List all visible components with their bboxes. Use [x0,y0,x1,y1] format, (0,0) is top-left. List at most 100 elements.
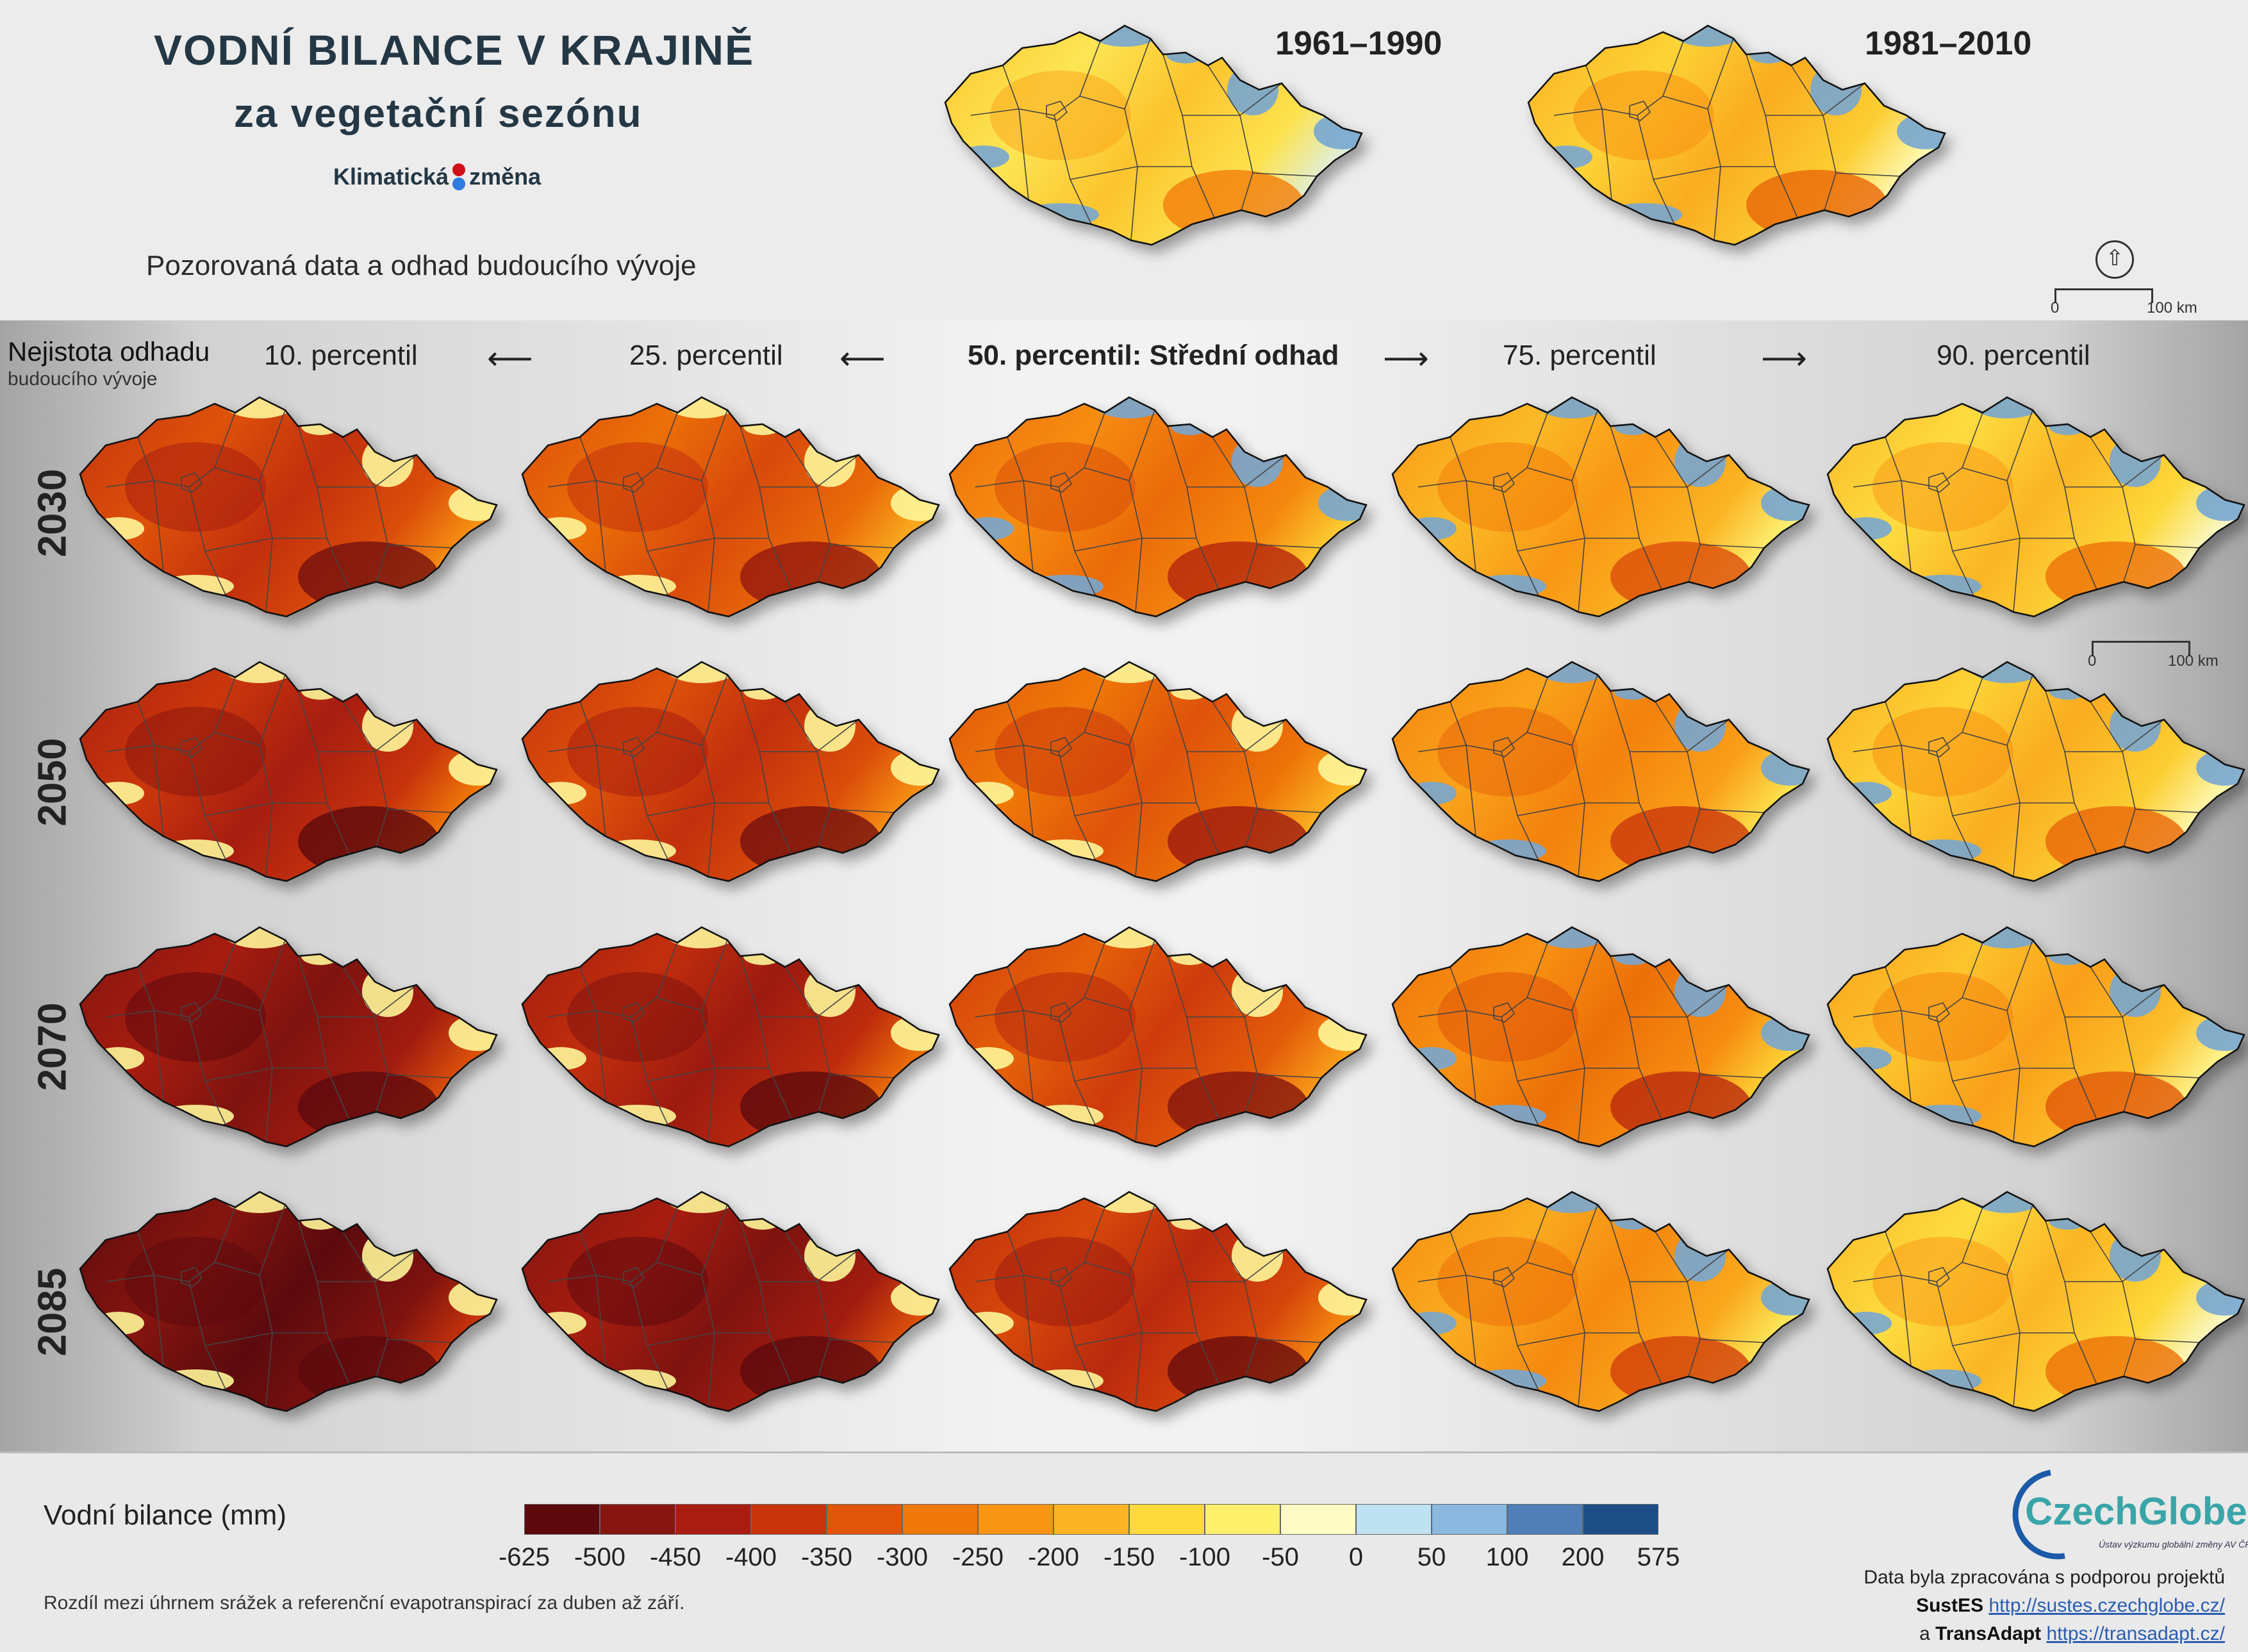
map-2085-p90 [1815,1185,2248,1416]
region-border [1653,166,1798,219]
wet-area [1541,145,1592,169]
region-border [105,1275,154,1282]
prague-border [1050,737,1073,757]
region-border [970,108,1020,116]
region-border [1517,538,1662,590]
country-outline [79,396,498,618]
legend-tick-label: -200 [1027,1543,1080,1571]
region-border [2135,1339,2200,1343]
legend-tick-label: -50 [1262,1543,1299,1571]
legend-swatch [600,1504,675,1535]
arrow-right-icon: ⟶ [1761,340,1807,376]
dry-hotspot [740,806,881,877]
wet-area [1840,782,1892,805]
wet-area [1405,1312,1457,1335]
map-2085-p75-svg [1391,1191,1810,1412]
scale-end-top: 100 km [2147,299,2197,317]
region-border [1023,480,1034,572]
map-2030-p75 [1380,391,1822,622]
prague-border [1928,1267,1951,1287]
map-2030-p50 [937,391,1379,622]
country-outline [521,1191,940,1412]
legend-title: Vodní bilance (mm) [44,1499,287,1531]
region-border [2090,1231,2123,1282]
region-border [2135,544,2200,549]
region-border [1212,436,1245,488]
region-border [647,802,792,855]
dry-hotspot [298,806,439,877]
region-border [547,745,597,752]
country-outline [948,661,1368,882]
transadapt-link[interactable]: https://transadapt.cz/ [2046,1623,2225,1644]
prague-border [181,1002,203,1023]
legend-note: Rozdíl mezi úhrnem srážek a referenční e… [44,1592,685,1614]
legend-swatch [1129,1504,1205,1535]
sustes-link[interactable]: http://sustes.czechglobe.cz/ [1988,1595,2225,1616]
dry-hotspot [990,70,1131,160]
map-2070-p50-svg [948,926,1368,1148]
region-border [342,1231,376,1282]
map-2030-p25-svg [521,396,940,618]
region-border [1212,701,1245,752]
region-border [105,1010,154,1018]
main-title: VODNÍ BILANCE V KRAJINĚ [154,26,755,74]
arrow-left-icon: ⟵ [487,340,533,376]
region-border [1952,1068,2097,1120]
region-border [1070,166,1215,219]
wet-area [1897,113,1945,149]
region-border [2090,701,2123,752]
wet-area [1405,517,1457,540]
legend-tick-label: -250 [952,1543,1004,1571]
legend-tick-label: 0 [1348,1543,1364,1571]
prague-border [1928,1002,1951,1023]
region-border [1517,1332,1662,1385]
region-border [1699,1339,1765,1343]
region-border [829,1339,895,1343]
map-2070-p10 [67,921,509,1152]
region-border [1212,966,1245,1018]
country-outline [1527,24,1946,246]
dry-hotspot [1573,70,1714,160]
percentile-75-label: 75. percentil [1503,340,1657,371]
wet-area [963,1312,1014,1335]
arrow-right-icon: ⟶ [1383,340,1429,376]
region-border [1517,802,1662,855]
legend-tick-label: -150 [1103,1543,1155,1571]
prague-border [181,472,203,493]
wet-area [1761,1280,1809,1316]
wet-area [1314,113,1362,149]
region-border [204,538,350,590]
dry-hotspot [740,1336,881,1407]
dry-hotspot [1746,170,1887,240]
region-border [1901,1275,1912,1367]
wet-area [93,1312,144,1335]
map-2050-p25-svg [521,661,940,882]
region-border [153,480,164,572]
country-outline [79,1191,498,1412]
dry-hotspot [1872,442,2013,532]
wet-area [1761,1015,1809,1051]
scale-start-top: 0 [2051,299,2060,317]
scale-bar-grid [2092,641,2190,656]
region-border [1835,172,1901,177]
wet-area [535,517,586,540]
legend-tick-label: -300 [876,1543,929,1571]
country-outline [521,661,940,882]
region-border [1074,1332,1219,1385]
wet-area [963,782,1014,805]
prague-border [623,737,645,757]
credits-line1: Data byla zpracována s podporou projektů [1864,1567,2225,1588]
wet-area [449,1280,497,1316]
map-2050-p50 [937,656,1379,886]
wet-area [1318,1280,1366,1316]
region-border [1023,745,1034,837]
region-border [547,480,597,488]
map-2070-p75 [1380,921,1822,1152]
legend-swatch [675,1504,751,1535]
region-border [1023,1275,1034,1367]
region-border [1252,172,1318,177]
country-outline [948,926,1368,1148]
map-2085-p75 [1380,1185,1822,1416]
region-border [1655,436,1688,488]
region-border [1466,745,1476,837]
